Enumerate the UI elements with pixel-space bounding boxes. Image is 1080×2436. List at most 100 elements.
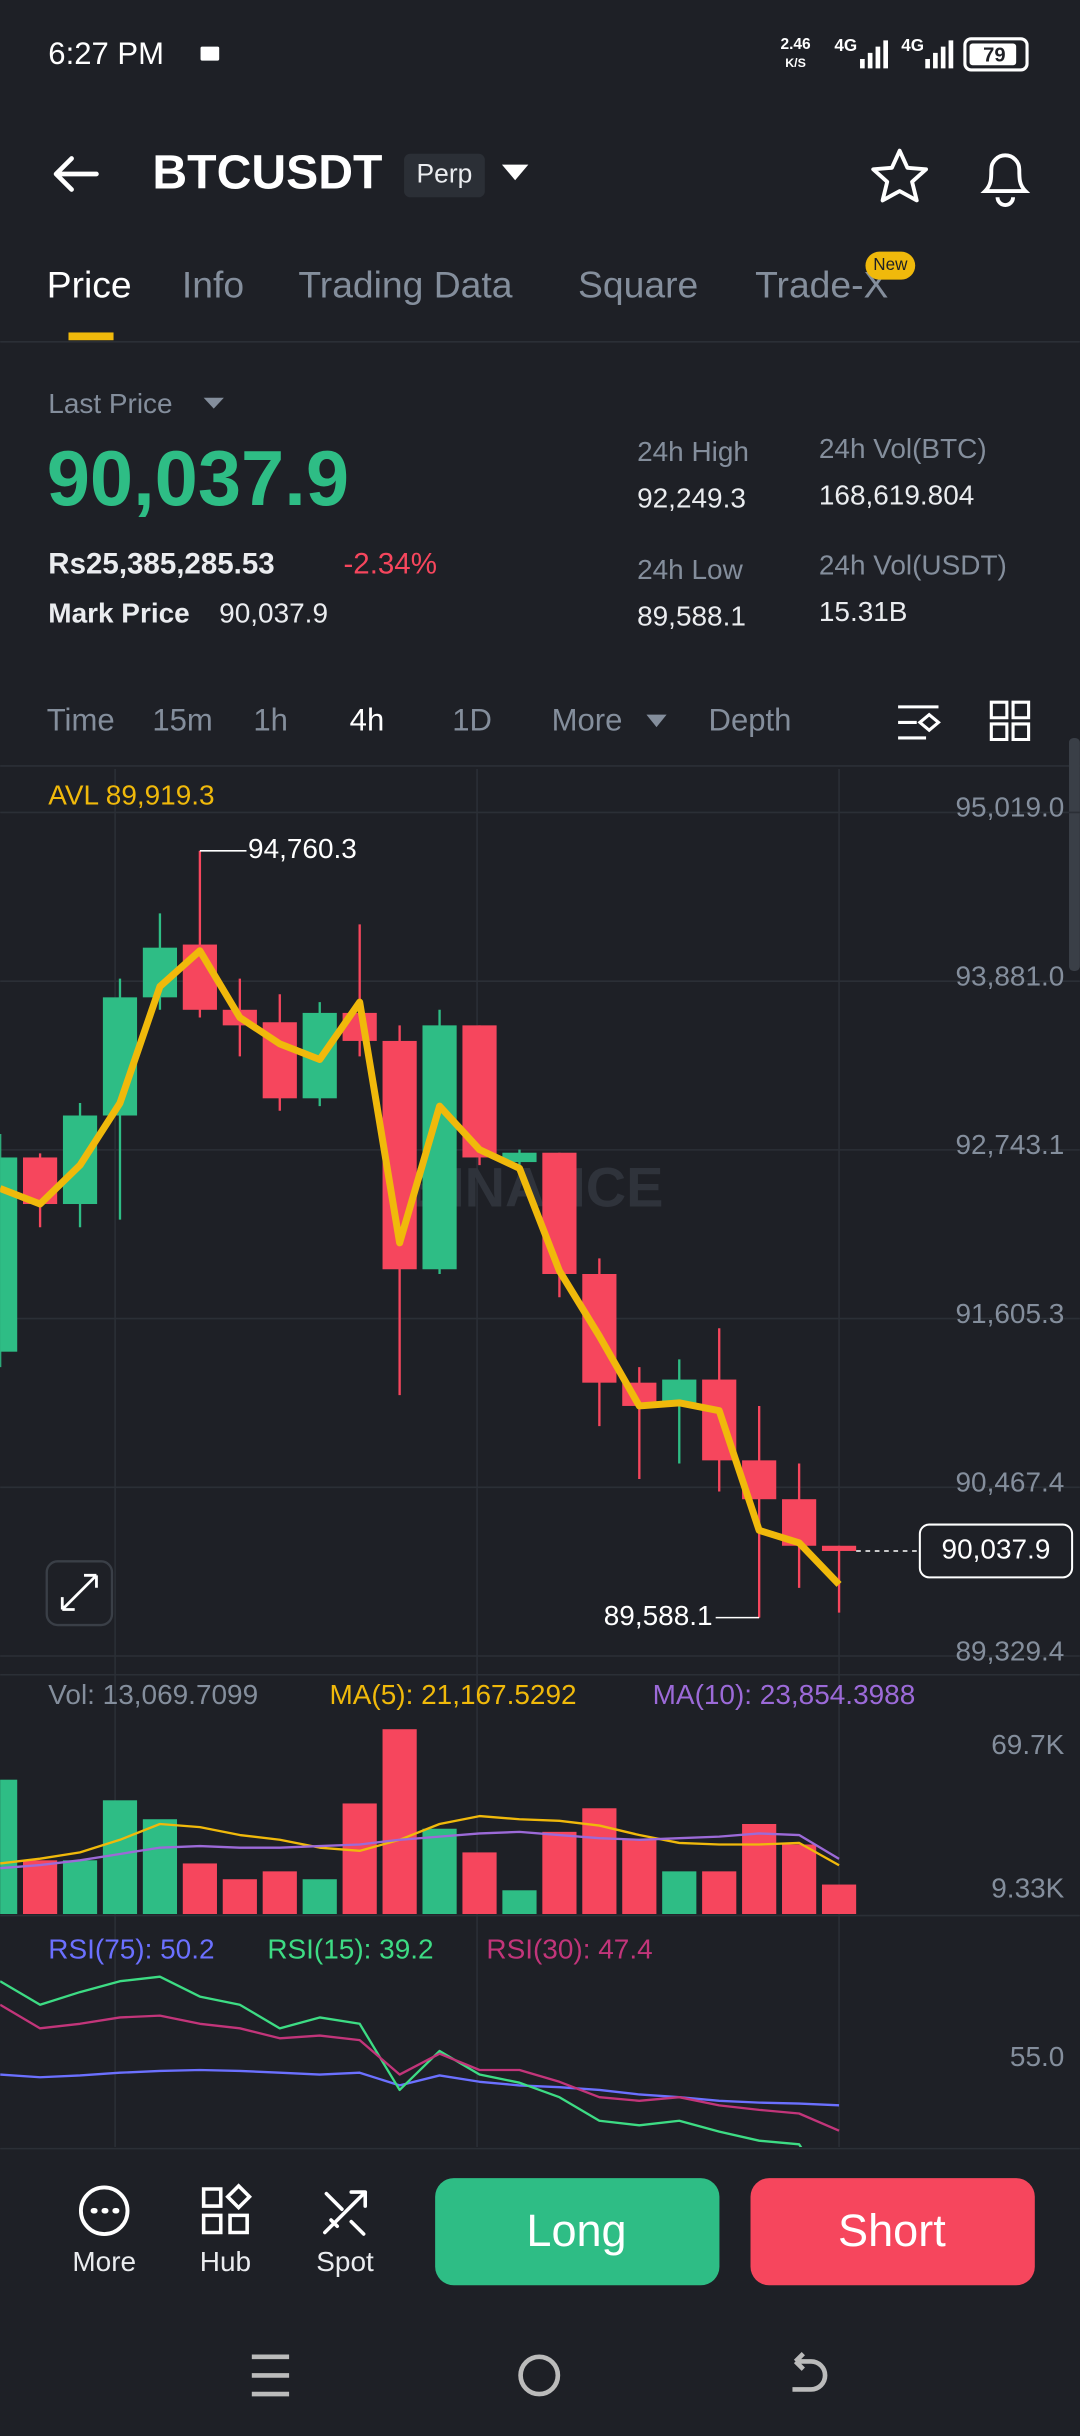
stat-label: 24h High: [637, 436, 749, 467]
line: [0, 1975, 803, 2148]
interval[interactable]: 1D: [452, 703, 492, 738]
volume-bar: [622, 1839, 657, 1914]
line: [0, 2068, 840, 2107]
interval[interactable]: 15m: [152, 703, 212, 738]
short-button[interactable]: [750, 2178, 1035, 2286]
volume-bar: [222, 1879, 257, 1914]
candle-body: [821, 1545, 857, 1551]
volume-bar: [821, 1884, 857, 1914]
stat-value: 168,619.804: [819, 480, 974, 511]
volume-bar: [62, 1860, 98, 1914]
symbol: BTCUSDT: [152, 145, 382, 199]
volume-bar: [422, 1828, 457, 1914]
volume-label: Vol: 13,069.7099: [48, 1679, 258, 1710]
change: -2.34%: [343, 547, 436, 580]
more-icon[interactable]: [78, 2185, 130, 2236]
volume-bar: [462, 1852, 497, 1914]
tab[interactable]: Square: [578, 263, 698, 305]
interval[interactable]: Time: [47, 703, 115, 738]
ma5-label: MA(5): 21,167.5292: [329, 1679, 576, 1710]
volume-bar: [662, 1871, 697, 1914]
y-tick-label: 9.33K: [991, 1873, 1064, 1904]
spot-icon[interactable]: [323, 2190, 368, 2236]
fiat-price: Rs25,385,285.53: [48, 547, 274, 580]
y-tick-label: 95,019.0: [956, 792, 1065, 823]
y-tick-label: 55.0: [1010, 2041, 1064, 2072]
nav-label[interactable]: Hub: [200, 2246, 251, 2277]
tab[interactable]: Trading Data: [298, 263, 512, 305]
volume-bar: [742, 1823, 777, 1914]
volume-bar: [182, 1863, 217, 1914]
volume-bar: [0, 1779, 18, 1914]
menu-key[interactable]: [251, 2354, 290, 2397]
stat-value: 92,249.3: [637, 483, 746, 514]
alert-icon[interactable]: [980, 153, 1031, 207]
symbol-dropdown[interactable]: [501, 164, 529, 181]
nav-label[interactable]: More: [72, 2246, 136, 2277]
y-tick-label: 93,881.0: [956, 960, 1065, 991]
stat-label: 24h Low: [637, 554, 743, 585]
last-price: 90,037.9: [47, 436, 349, 522]
hub-icon[interactable]: [201, 2183, 253, 2235]
layout-icon[interactable]: [989, 700, 1031, 742]
y-tick-label: 89,329.4: [956, 1635, 1065, 1666]
expand-icon: [60, 1573, 98, 1611]
battery-text: 79: [983, 44, 1005, 66]
volume-bar: [22, 1860, 58, 1914]
y-tick-label: 91,605.3: [956, 1298, 1065, 1329]
candle-body: [0, 1157, 18, 1352]
tab-indicator: [68, 332, 114, 341]
line: [0, 947, 842, 1587]
volume-bar: [502, 1890, 537, 1914]
back-button[interactable]: [53, 156, 99, 192]
legend-entry: RSI(75): 50.2: [48, 1934, 214, 1965]
dropdown: [646, 714, 667, 728]
avl-label: AVL 89,919.3: [48, 779, 214, 810]
volume-bar: [102, 1800, 138, 1914]
scroll-handle: [1068, 737, 1080, 971]
long-button[interactable]: [435, 2178, 720, 2286]
mark-price: 90,037.9: [219, 598, 328, 629]
back-key[interactable]: [792, 2352, 828, 2392]
expand-button[interactable]: [45, 1560, 114, 1627]
nav-label[interactable]: Spot: [316, 2246, 374, 2277]
favorite-icon[interactable]: [871, 148, 929, 203]
interval[interactable]: More: [552, 703, 623, 738]
network-1: 4G: [834, 36, 857, 55]
long-label: Long: [526, 2205, 626, 2256]
dropdown: [203, 397, 224, 409]
last-price-label[interactable]: Last Price: [48, 388, 172, 419]
status-icon: [200, 46, 220, 61]
low-label: 89,588.1: [604, 1600, 713, 1631]
tab[interactable]: Price: [47, 263, 132, 305]
stat-value: 15.31B: [819, 596, 908, 627]
volume-bar: [142, 1819, 178, 1914]
line: [0, 2003, 840, 2132]
interval[interactable]: 1h: [253, 703, 288, 738]
line: [0, 1814, 840, 1867]
price-plot: [0, 850, 857, 1618]
rsi-plot: [0, 1975, 840, 2148]
interval[interactable]: Depth: [709, 703, 792, 738]
signal-1: [860, 40, 888, 69]
perp-badge: Perp: [417, 159, 473, 189]
network-2: 4G: [901, 36, 924, 55]
home-key[interactable]: [518, 2354, 561, 2397]
stat-label: 24h Vol(BTC): [819, 433, 987, 464]
volume-bar: [782, 1844, 817, 1914]
mark-label: Mark Price: [48, 598, 189, 629]
indicator-settings[interactable]: [898, 705, 941, 740]
ma10-label: MA(10): 23,854.3988: [653, 1679, 916, 1710]
status-time: 6:27 PM: [48, 36, 164, 71]
line: [0, 1830, 840, 1870]
y-tick-label: 69.7K: [991, 1729, 1064, 1760]
interval[interactable]: 4h: [350, 703, 385, 738]
last-price-tag: [918, 1523, 1074, 1579]
last-price-text: 90,037.9: [942, 1533, 1051, 1564]
volume-bar: [342, 1803, 377, 1914]
signal-2: [925, 40, 954, 69]
high-label: 94,760.3: [248, 833, 357, 864]
tab[interactable]: Info: [182, 263, 244, 305]
volume-bar: [702, 1871, 737, 1914]
